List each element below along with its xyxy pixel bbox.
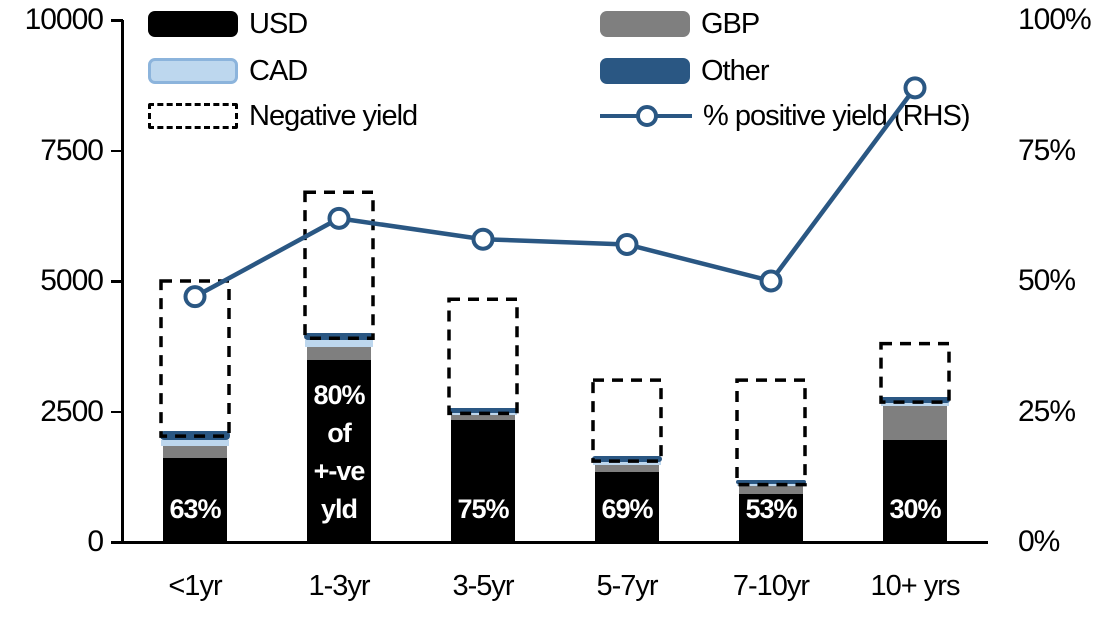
positive-yield-marker [327, 206, 351, 230]
bar-segment-other [592, 456, 662, 463]
negative-yield-box [591, 378, 663, 463]
bar-segment-other [448, 408, 518, 413]
legend-item-gbp: GBP [600, 7, 760, 40]
right-axis-tick-label: 100% [1018, 3, 1092, 36]
right-axis-tick-label: 0% [1018, 525, 1060, 558]
right-axis-tick-label: 75% [1018, 133, 1076, 167]
negative-yield-box [735, 378, 807, 487]
other-swatch-icon [600, 58, 690, 84]
legend-label-gbp: GBP [701, 7, 760, 40]
legend-item-usd: USD [148, 7, 308, 40]
line-marker-swatch-icon [600, 103, 692, 129]
bar-segment-gbp [595, 464, 659, 473]
bar-segment-usd [307, 359, 371, 542]
bar-segment-cad [593, 462, 661, 465]
bar-label: 75% [457, 494, 509, 524]
positive-yield-marker [471, 227, 495, 251]
positive-yield-marker [903, 76, 927, 100]
bar-segment-usd [739, 493, 803, 542]
bar-segment-gbp [307, 346, 371, 360]
legend-item-positive-yield-line: % positive yield (RHS) [600, 99, 970, 132]
bar-segment-gbp [739, 486, 803, 494]
y-axis-tick-label: 0 [87, 525, 104, 558]
bar-segment-other [736, 479, 806, 485]
line-swatch-marker [636, 105, 658, 127]
positive-yield-marker [183, 285, 207, 309]
legend-item-cad: CAD [148, 54, 308, 87]
legend-label-positive-yield: % positive yield (RHS) [703, 99, 970, 132]
x-axis-category-label: 1-3yr [308, 570, 370, 602]
positive-yield-marker [615, 232, 639, 256]
gbp-swatch-icon [600, 11, 690, 37]
y-axis-tick [111, 19, 123, 22]
bar-segment-other [160, 431, 230, 440]
bar-label: 69% [601, 494, 653, 524]
x-axis-category-label: 3-5yr [452, 570, 514, 602]
bar-segment-usd [595, 472, 659, 542]
legend-item-other: Other [600, 54, 770, 87]
y-axis-tick [111, 541, 123, 544]
bar-label: 80% of +-ve yld [313, 380, 365, 524]
bar-segment-cad [305, 339, 373, 347]
right-axis-tick-label: 50% [1018, 264, 1076, 297]
legend-label-usd: USD [249, 7, 308, 40]
y-axis-tick-label: 2500 [40, 394, 104, 428]
legend-label-negative-yield: Negative yield [249, 99, 418, 132]
bar-label: 63% [169, 494, 221, 524]
negative-yield-box [303, 190, 375, 340]
legend-item-negative-yield: Negative yield [148, 99, 418, 132]
legend-label-other: Other [701, 54, 770, 87]
cad-swatch-icon [148, 58, 238, 84]
bar-segment-gbp [883, 405, 947, 441]
y-axis-tick [111, 149, 123, 152]
positive-yield-marker [759, 269, 783, 293]
x-axis-baseline [111, 541, 988, 544]
bar-segment-usd [163, 457, 227, 542]
bar-segment-cad [737, 484, 805, 487]
bar-segment-cad [449, 412, 517, 415]
y-axis-tick [111, 410, 123, 413]
negative-yield-box [159, 279, 231, 438]
y-axis-tick-label: 7500 [40, 133, 104, 167]
right-axis-tick-label: 25% [1018, 394, 1076, 428]
legend-label-cad: CAD [249, 54, 308, 87]
x-axis-category-label: 5-7yr [596, 570, 658, 602]
bar-segment-gbp [451, 414, 515, 421]
y-axis-tick-label: 10000 [24, 3, 104, 36]
bar-segment-usd [451, 420, 515, 542]
x-axis-category-label: 10+ yrs [870, 570, 961, 602]
bar-segment-usd [883, 440, 947, 542]
bar-segment-cad [161, 439, 229, 446]
y-axis-tick [111, 280, 123, 283]
y-axis-tick-label: 5000 [40, 264, 104, 297]
bar-segment-cad [881, 403, 949, 406]
negative-yield-box [879, 341, 951, 404]
x-axis-category-label: 7-10yr [732, 570, 810, 602]
bar-segment-gbp [163, 445, 227, 458]
bar-label: 30% [889, 494, 941, 524]
bar-label: 53% [745, 494, 797, 524]
negative-yield-swatch-icon [148, 103, 238, 129]
bar-segment-other [880, 397, 950, 404]
bar-segment-other [304, 333, 374, 340]
x-axis-category-label: <1yr [168, 570, 222, 602]
negative-yield-box [447, 297, 519, 416]
usd-swatch-icon [148, 11, 238, 37]
